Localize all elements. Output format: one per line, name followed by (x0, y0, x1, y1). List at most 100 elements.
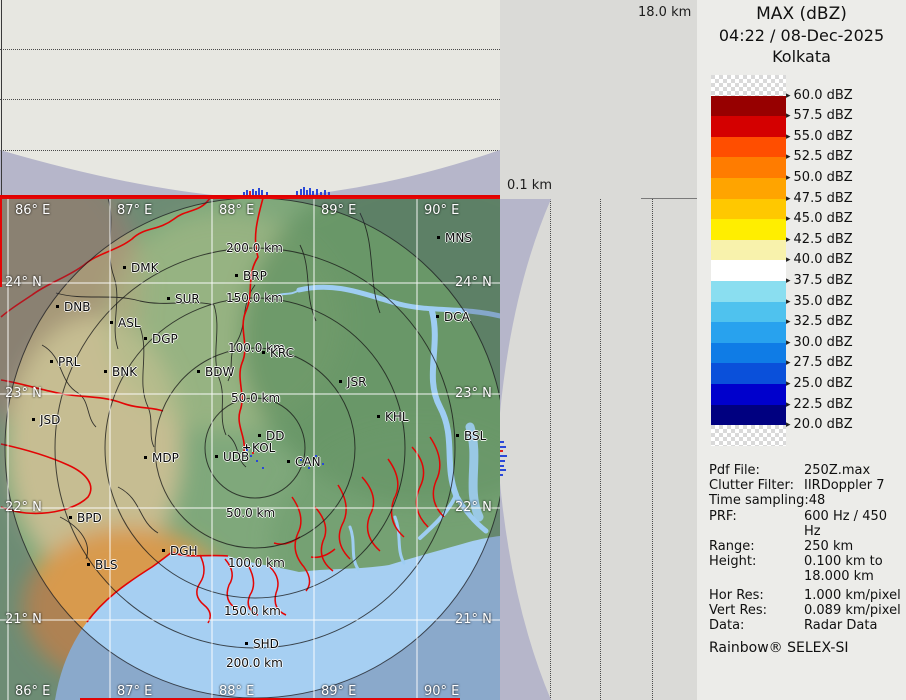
longitude-label: 88° E (219, 684, 255, 699)
echo-spike (296, 191, 298, 195)
height-gridline (0, 150, 500, 151)
echo-speck (246, 449, 248, 451)
legend-band (711, 425, 786, 446)
radar-map-canvas[interactable]: 86° E 86° E 87° E 87° E 88° E 88° E 89° E 89° E… (0, 197, 500, 700)
latitude-label: 21° N (5, 612, 42, 627)
echo-speck (250, 455, 252, 457)
meta-value: IIRDoppler 7 (804, 478, 885, 494)
height-axis-line (1, 0, 2, 197)
meta-row: Range: 250 km (709, 539, 903, 554)
latitude-label: 22° N (5, 500, 42, 515)
range-ring-label: 100.0 km (228, 341, 285, 355)
city-label: DNB (56, 300, 90, 314)
legend-band (711, 177, 786, 199)
map-geography (0, 197, 500, 700)
meta-row: Time sampling: 48 (709, 493, 903, 508)
legend-label: ▸ 25.0 dBZ (786, 376, 853, 391)
height-gridline (0, 99, 500, 100)
meta-row: Clutter Filter: IIRDoppler 7 (709, 478, 903, 493)
city-marker-icon (104, 370, 107, 373)
meta-label: Time sampling: (709, 493, 809, 509)
legend-label: ▸ 42.5 dBZ (786, 231, 853, 247)
echo-spike (500, 441, 504, 443)
echo-spike (258, 188, 260, 195)
tick-arrow-icon: ▸ (786, 173, 791, 183)
latitude-label: 24° N (455, 275, 492, 290)
city-marker-icon (123, 266, 126, 269)
latitude-label: 22° N (455, 500, 492, 515)
meta-value: 600 Hz / 450 Hz (804, 508, 888, 539)
city-label: BPD (69, 511, 102, 525)
city-label: BSL (456, 429, 486, 443)
city-marker-icon (167, 297, 170, 300)
city-marker-icon (245, 642, 248, 645)
city-label: SHD (245, 637, 279, 651)
city-label: JSD (32, 413, 60, 427)
city-marker-icon (144, 456, 147, 459)
city-label: MNS (437, 231, 472, 245)
product-title: MAX (dBZ) (756, 4, 847, 24)
tick-arrow-icon: ▸ (786, 193, 791, 204)
city-label: DD (258, 429, 284, 443)
legend-label: ▸ 55.0 dBZ (786, 128, 853, 144)
longitude-label: 87° E (117, 684, 153, 699)
city-marker-icon (456, 434, 459, 437)
tick-arrow-icon: ▸ (786, 214, 791, 225)
legend-colorbar (711, 75, 786, 446)
echo-speck (322, 463, 324, 465)
longitude-label: 87° E (117, 203, 153, 218)
range-ring-label: 200.0 km (226, 241, 283, 255)
legend-label: ▸ 27.5 dBZ (786, 355, 853, 371)
meta-label: Range: (709, 539, 755, 555)
meta-row: Data: Radar Data (709, 618, 903, 633)
legend-band (711, 260, 786, 281)
legend-label: ▸ 52.5 dBZ (786, 149, 853, 165)
tick-arrow-icon: ▸ (786, 296, 791, 307)
meta-value: 0.089 km/pixel (804, 602, 901, 618)
echo-spike (300, 189, 302, 195)
echo-speck (315, 455, 317, 457)
latitude-label: 24° N (5, 275, 42, 290)
city-marker-icon (235, 274, 238, 277)
longitude-label: 86° E (15, 684, 51, 699)
legend-label: ▸ 20.0 dBZ (786, 417, 853, 433)
height-gridline (652, 199, 653, 700)
range-ring-label: 200.0 km (226, 656, 283, 670)
legend-label: ▸ 22.5 dBZ (786, 396, 853, 412)
echo-spike (500, 455, 507, 457)
meta-value: 48 (808, 493, 826, 509)
product-datetime: 04:22 / 08-Dec-2025 (718, 26, 885, 45)
city-marker-icon (32, 418, 35, 421)
meta-label: Data: (709, 618, 745, 634)
city-label: DMK (123, 261, 158, 275)
legend-band (711, 136, 786, 158)
echo-spike (255, 191, 257, 195)
rivers (275, 284, 500, 571)
echo-speck (252, 452, 254, 454)
meta-value: 0.100 km to 18.000 km (804, 554, 883, 585)
legend-band (711, 219, 786, 240)
city-label: BNK (104, 365, 137, 379)
echo-spike (500, 465, 504, 467)
tick-arrow-icon: ▸ (786, 255, 791, 266)
ground-baseline (0, 195, 500, 197)
radar-site-label: + KOL (242, 441, 276, 455)
meta-label: Vert Res: (709, 602, 768, 618)
city-label: DGP (144, 332, 178, 346)
tick-arrow-icon: ▸ (786, 90, 791, 101)
echo-spike (324, 190, 326, 195)
meta-value: 250 km (804, 539, 854, 555)
legend-label: ▸ 60.0 dBZ (786, 87, 853, 103)
software-branding: Rainbow® SELEX-SI (709, 640, 849, 657)
echo-spike (252, 189, 254, 195)
city-marker-icon (56, 305, 59, 308)
meta-label: Height: (709, 554, 757, 570)
city-marker-icon (437, 236, 440, 239)
legend-band (711, 363, 786, 384)
longitude-label: 88° E (219, 203, 255, 218)
city-label: BRP (235, 269, 267, 283)
city-label: PRL (50, 355, 80, 369)
longitude-label: 89° E (321, 203, 357, 218)
legend-band (711, 301, 786, 323)
height-scale-corner: 18.0 km 0.1 km (500, 0, 697, 199)
